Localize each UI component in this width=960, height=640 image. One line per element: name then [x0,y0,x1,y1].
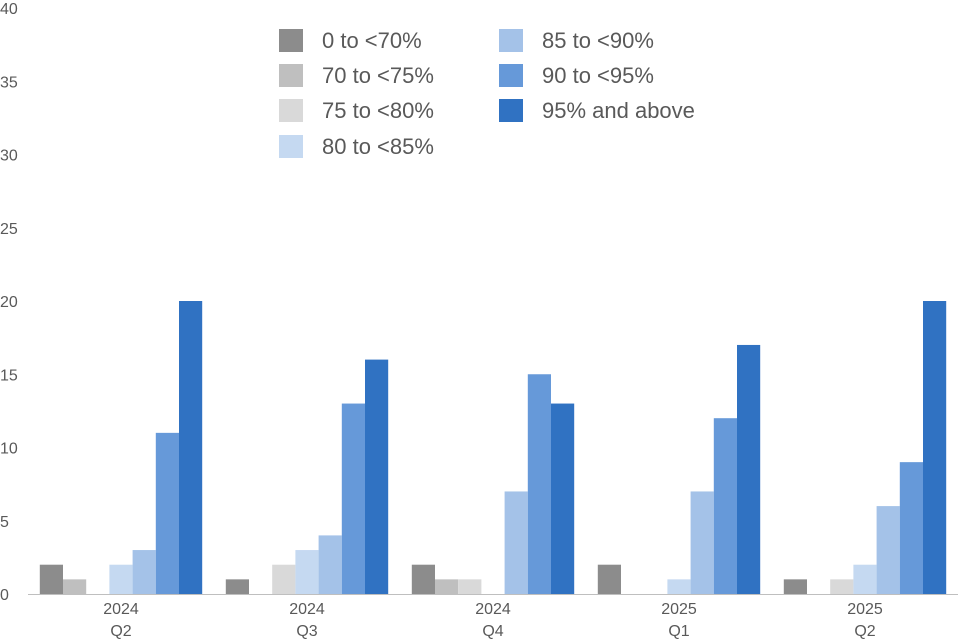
bar [667,579,691,594]
y-tick-label: 30 [0,148,18,165]
bar [272,564,296,594]
x-tick-label-quarter: Q2 [854,623,875,640]
y-tick-label: 40 [0,1,18,18]
legend-label: 70 to <75% [322,63,434,88]
bar [597,564,621,594]
bar [225,579,249,594]
x-axis-tick-labels: 2024 Q2 2024 Q3 2024 Q4 2025 Q1 2025 Q2 [103,601,883,640]
y-tick-label: 0 [0,587,9,604]
bar [341,403,365,594]
legend-label: 0 to <70% [322,28,422,53]
y-tick-label: 35 [0,74,18,91]
legend-swatch [279,135,303,158]
legend-label: 90 to <95% [542,63,654,88]
legend-label: 75 to <80% [322,98,434,123]
bar [458,579,482,594]
bar [109,564,133,594]
bar [527,374,551,594]
bar [853,564,877,594]
legend-swatch [499,99,523,122]
x-tick-label-year: 2024 [475,601,511,618]
legend-label: 95% and above [542,98,695,123]
bar [39,564,63,594]
legend-swatch [279,64,303,87]
bar [737,344,761,594]
x-tick-label-quarter: Q3 [296,623,317,640]
bar [504,491,528,594]
x-tick-label-year: 2024 [103,601,139,618]
legend-label: 85 to <90% [542,28,654,53]
bars [39,301,947,594]
bar [63,579,87,594]
y-tick-label: 15 [0,367,18,384]
bar [155,432,179,594]
y-tick-label: 5 [0,514,9,531]
legend-swatch [499,29,523,52]
bar [179,301,203,594]
bar [318,535,342,594]
bar [713,418,737,594]
x-tick-label-year: 2025 [847,601,883,618]
legend: 0 to <70% 70 to <75% 75 to <80% 80 to <85% 8… [279,28,695,159]
bar [899,462,923,594]
bar [830,579,854,594]
y-tick-label: 25 [0,221,18,238]
bar [690,491,714,594]
legend-swatch [279,29,303,52]
legend-swatch [499,64,523,87]
bar [411,564,435,594]
x-tick-label-quarter: Q4 [482,623,503,640]
x-tick-label-year: 2025 [661,601,697,618]
bar [295,550,319,594]
legend-label: 80 to <85% [322,134,434,159]
y-axis-ticks: 0 5 10 15 20 25 30 35 40 [0,1,18,604]
legend-swatch [279,99,303,122]
bar [435,579,459,594]
y-tick-label: 10 [0,441,18,458]
bar [876,506,900,594]
bar [551,403,575,594]
bar [132,550,156,594]
y-tick-label: 20 [0,294,18,311]
x-tick-label-year: 2024 [289,601,325,618]
bar [365,359,389,594]
bar [783,579,807,594]
x-tick-label-quarter: Q1 [668,623,689,640]
x-tick-label-quarter: Q2 [110,623,131,640]
bar [923,301,947,594]
